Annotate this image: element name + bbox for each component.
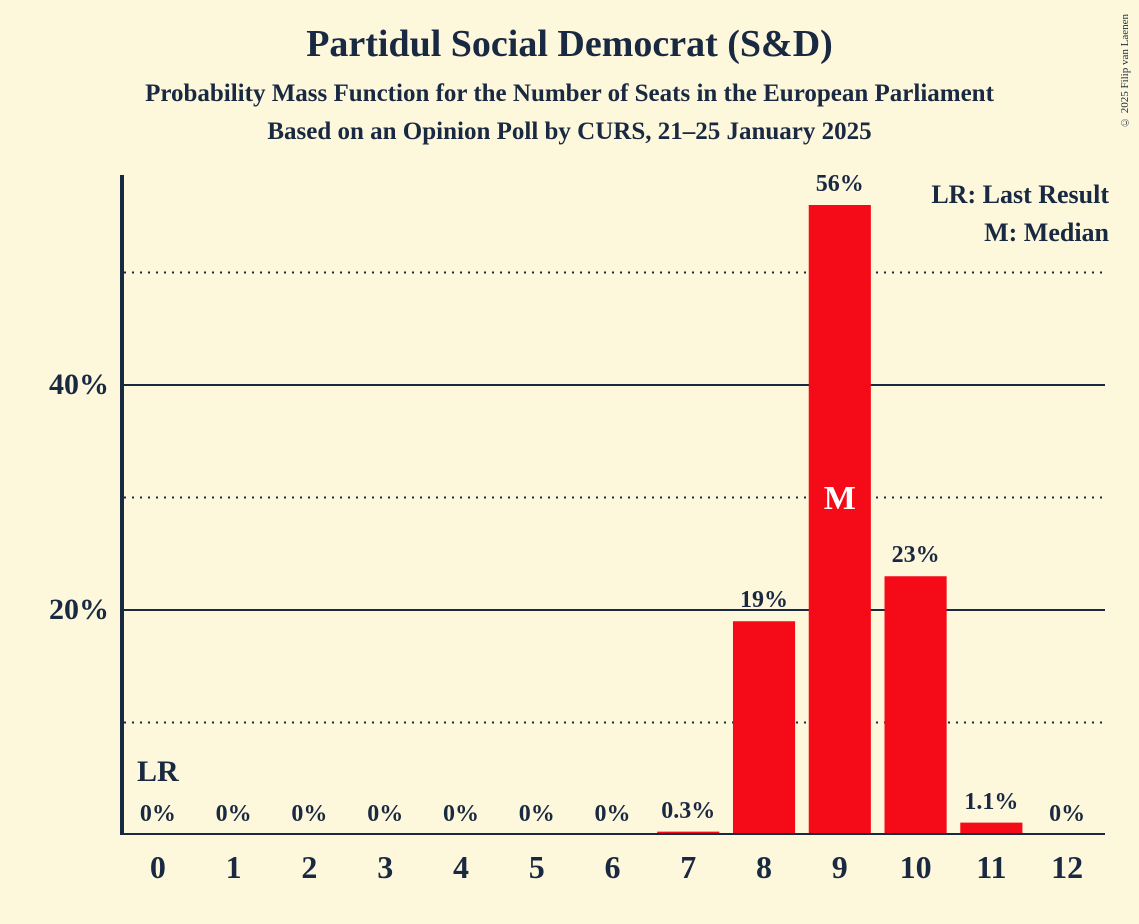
bar-value-label: 1.1%: [964, 789, 1018, 816]
copyright-text: © 2025 Filip van Laenen: [1119, 14, 1131, 128]
x-tick-label: 9: [832, 849, 848, 886]
bar-value-label: 0%: [443, 801, 479, 828]
x-tick-label: 3: [377, 849, 393, 886]
x-tick-label: 0: [150, 849, 166, 886]
bar-value-label: 0%: [519, 801, 555, 828]
bar-value-label: 56%: [816, 171, 864, 198]
bar-value-label: 0%: [1049, 801, 1085, 828]
bar-value-label: 0%: [595, 801, 631, 828]
chart-subtitle-2: Based on an Opinion Poll by CURS, 21–25 …: [0, 108, 1139, 146]
x-tick-label: 1: [226, 849, 242, 886]
lr-marker: LR: [137, 755, 179, 789]
bar-value-label: 0.3%: [661, 798, 715, 825]
legend-lr: LR: Last Result: [931, 180, 1109, 210]
bar-value-label: 0%: [140, 801, 176, 828]
x-tick-label: 6: [605, 849, 621, 886]
median-marker: M: [824, 480, 856, 518]
bar-value-label: 0%: [216, 801, 252, 828]
bar-value-label: 0%: [367, 801, 403, 828]
legend-m: M: Median: [984, 218, 1109, 248]
x-tick-label: 2: [301, 849, 317, 886]
bar-value-label: 19%: [740, 587, 788, 614]
chart-svg: [120, 175, 1105, 835]
y-tick-label: 20%: [19, 593, 109, 627]
x-tick-label: 4: [453, 849, 469, 886]
bar-value-label: 0%: [291, 801, 327, 828]
x-tick-label: 8: [756, 849, 772, 886]
chart-title: Partidul Social Democrat (S&D): [0, 0, 1139, 66]
y-tick-label: 40%: [19, 368, 109, 402]
bar-value-label: 23%: [892, 542, 940, 569]
chart-area: [120, 175, 1105, 835]
x-tick-label: 11: [976, 849, 1006, 886]
chart-subtitle-1: Probability Mass Function for the Number…: [0, 66, 1139, 108]
x-tick-label: 10: [900, 849, 932, 886]
x-tick-label: 5: [529, 849, 545, 886]
x-tick-label: 7: [680, 849, 696, 886]
x-tick-label: 12: [1051, 849, 1083, 886]
